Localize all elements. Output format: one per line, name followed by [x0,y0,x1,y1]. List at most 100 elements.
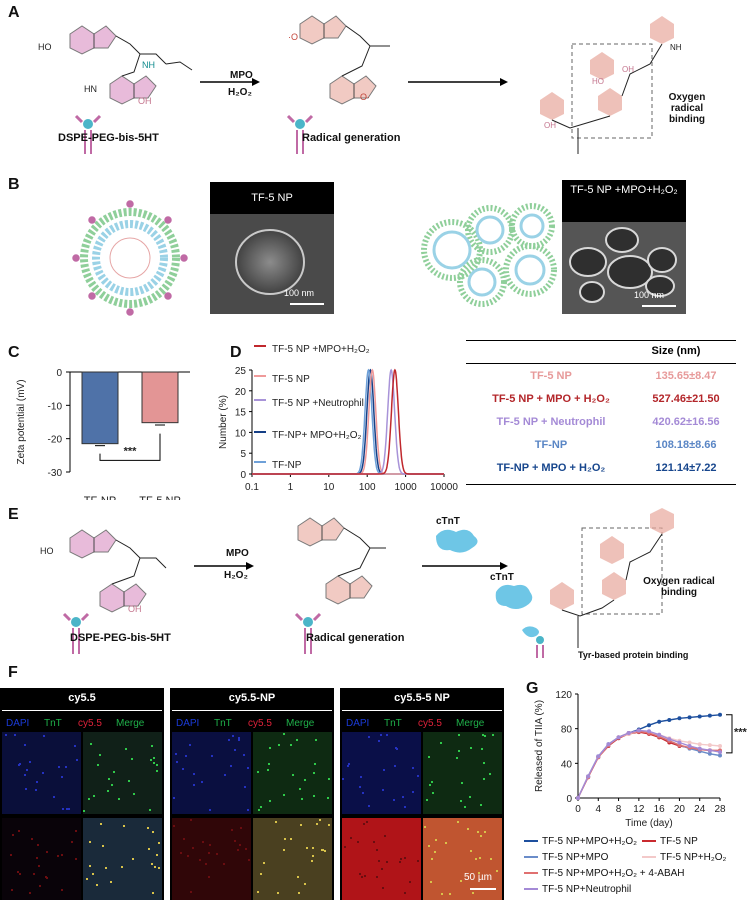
microscopy-group-title: cy5.5-NP [228,692,276,704]
dspe-molecule-e [69,529,167,613]
svg-text:NH: NH [670,43,682,52]
fluorescence-image [342,732,421,814]
panel-a-scheme: HO OH HN NH ·O O· HO OH OH [38,15,682,154]
data-point [576,796,580,800]
series-line [577,731,721,799]
binding-rings [540,16,674,120]
size-table-row: TF-NP + MPO + H₂O₂ 121.14±7.22 [466,462,736,482]
size-table-header: Size (nm) [466,340,736,364]
data-point [707,751,712,756]
size-table-row: TF-NP 108.18±8.66 [466,439,736,459]
panel-a-label: A [8,4,20,21]
legend-label: TF-5 NP+H₂O₂ [660,852,727,863]
size-table-row-name: TF-5 NP + MPO + H₂O₂ [492,393,610,405]
sem1-image: 100 nm [210,214,334,314]
legend-swatch [642,856,656,859]
x-tick-label: 8 [616,804,622,815]
size-table-bottom-rule [466,484,736,485]
fluorescence-image [172,818,251,900]
size-table-row: TF-5 NP + Neutrophil 420.62±16.56 [466,416,736,436]
data-point [687,740,692,745]
legend-swatch [524,840,538,843]
channel-label: Merge [286,718,315,729]
tyr-caption-e: Tyr-based protein binding [578,650,689,660]
panel-f-label: F [8,664,18,681]
x-tick-label: 100 [359,482,376,493]
lipid-icon-e2 [294,612,322,654]
y-axis-title: Zeta potential (mV) [16,379,27,464]
panel-d-label: D [230,344,242,361]
size-table-row: TF-5 NP 135.65±8.47 [466,370,736,390]
size-table-row-value: 135.65±8.47 [655,370,717,382]
legend-swatch [524,856,538,859]
data-point [626,731,631,735]
legend-label: TF-5 NP+MPO [542,852,609,863]
data-point [636,728,641,733]
y-tick-label: 15 [235,408,247,419]
data-point [616,735,621,740]
sem2-scale: 100 nm [634,290,665,300]
legend-entry: TF-5 NP+H₂O₂ [642,852,726,863]
ctnt-protein-top [436,529,478,553]
size-table-row-value: 527.46±21.50 [652,393,720,405]
size-table-row-name: TF-NP [534,439,568,451]
lipid-icon-e1 [62,612,90,654]
y-tick-label: 80 [561,725,573,736]
svg-text:HN: HN [84,84,97,94]
sem1-scale: 100 nm [284,288,315,298]
data-point [677,716,682,721]
legend-swatch [524,872,538,875]
lipid-icon-a1 [74,114,102,154]
y-tick-label: 20 [235,387,247,398]
x-axis-title: Time (day) [625,818,672,829]
size-table-row-value: 420.62±16.56 [652,416,720,428]
fluorescence-image [253,818,332,900]
x-tick-label: TF-NP [84,495,116,500]
dspe-caption-e: DSPE-PEG-bis-5HT [70,632,171,644]
legend-entry: TF-5 NP+MPO [524,852,608,863]
size-table-row-name: TF-NP + MPO + H₂O₂ [496,462,606,474]
data-point [687,744,692,748]
data-point [667,737,672,742]
radical-molecule-e [297,517,386,605]
data-point [707,748,712,753]
sem2-title: TF-5 NP +MPO+H₂O₂ [562,180,686,222]
legend-swatch [524,888,538,891]
legend-swatch [642,840,656,843]
size-distribution-chart: 0 5 10 15 20 25 0.1 1 10 100 1000 10000 Number (%) [218,345,458,493]
size-table-row-name: TF-5 NP [530,370,572,382]
oxygen-caption-e: Oxygen radical binding [643,576,715,598]
size-table-row-value: 108.18±8.66 [655,439,717,451]
radical-caption-e: Radical generation [306,632,405,644]
y-tick-label: 120 [555,690,572,701]
lipid-icon-a2 [286,114,314,154]
fluorescence-image [2,732,81,814]
data-point [657,732,662,737]
x-tick-label: TF-5 NP [139,495,181,500]
channel-label: Merge [116,718,145,729]
channel-label: TnT [44,718,62,729]
legend-label: TF-5 NP+Neutrophil [542,884,632,895]
data-point [677,740,682,745]
aggregated-vesicles [421,203,557,307]
svg-text:OH: OH [138,96,152,106]
legend-label: TF-5 NP [660,836,698,847]
panel-c-label: C [8,344,20,361]
panel-b-label: B [8,176,20,193]
x-tick-label: 20 [674,804,686,815]
ho-label-a: HO [38,42,52,52]
h2o2-label-a: H₂O₂ [228,87,252,98]
divider [2,710,162,711]
bar-TF-NP [81,371,119,445]
svg-text:·O: ·O [288,32,298,42]
microscopy-group-3: cy5.5-5 NP DAPI TnT cy5.5 Merge [340,688,504,900]
fluorescence-image [83,732,162,814]
data-point [687,715,692,720]
vesicle-diagram [72,200,188,316]
svg-text:OH: OH [544,121,556,130]
series-line [252,368,444,475]
x-tick-label: 24 [694,804,706,815]
zeta-chart: 0 -10 -20 -30 Zeta potential (mV) TF-NP TF-5 N… [16,368,190,500]
series-line [577,729,721,799]
panel-g-label: G [526,680,539,697]
